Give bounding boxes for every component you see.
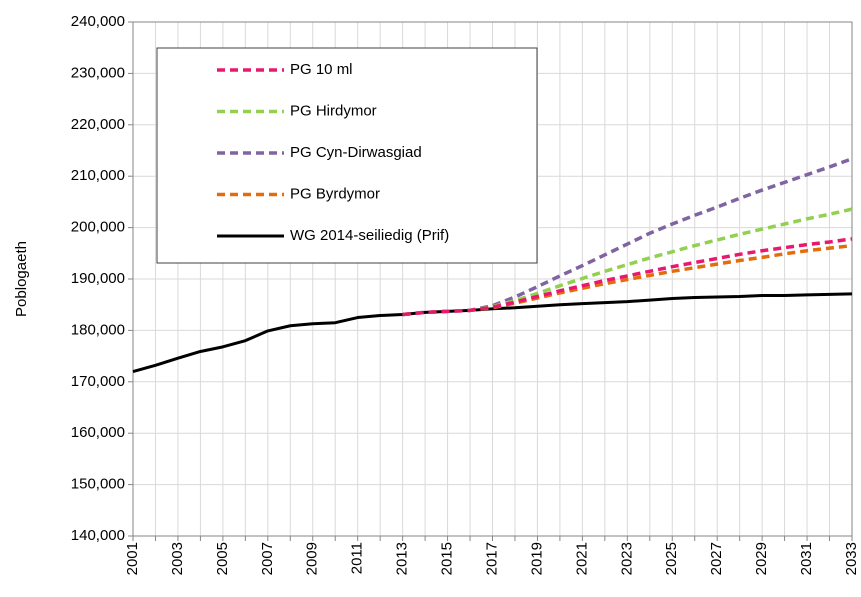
y-tick-label: 170,000 <box>71 373 125 390</box>
y-tick-label: 190,000 <box>71 270 125 287</box>
x-tick-label: 2031 <box>798 542 815 575</box>
x-tick-label: 2015 <box>439 542 456 575</box>
x-tick-label: 2005 <box>214 542 231 575</box>
y-axis-label: Poblogaeth <box>13 241 30 317</box>
x-tick-label: 2027 <box>708 542 725 575</box>
y-tick-label: 140,000 <box>71 527 125 544</box>
x-tick-label: 2025 <box>663 542 680 575</box>
legend-label: PG Byrdymor <box>290 185 380 202</box>
y-tick-label: 150,000 <box>71 476 125 493</box>
x-tick-label: 2003 <box>169 542 186 575</box>
legend-label: PG Cyn-Dirwasgiad <box>290 144 422 161</box>
legend-label: PG 10 ml <box>290 61 353 78</box>
line-series <box>402 237 853 317</box>
y-tick-label: 220,000 <box>71 116 125 133</box>
legend-label: PG Hirdymor <box>290 102 377 119</box>
y-tick-label: 200,000 <box>71 219 125 236</box>
y-tick-label: 230,000 <box>71 64 125 81</box>
x-tick-label: 2021 <box>573 542 590 575</box>
x-tick-label: 2009 <box>304 542 321 575</box>
x-tick-label: 2001 <box>124 542 141 575</box>
x-tick-label: 2029 <box>753 542 770 575</box>
line-series <box>402 157 853 317</box>
plot-border <box>132 21 853 537</box>
x-tick-label: 2011 <box>349 542 366 574</box>
y-tick-label: 210,000 <box>71 167 125 184</box>
x-tick-label: 2013 <box>394 542 411 575</box>
legend-label: WG 2014-seiliedig (Prif) <box>290 227 449 244</box>
legend-box <box>156 47 538 264</box>
x-tick-label: 2007 <box>259 542 276 575</box>
x-tick-label: 2017 <box>483 542 500 575</box>
line-series <box>402 243 853 317</box>
y-tick-label: 160,000 <box>71 424 125 441</box>
x-tick-label: 2023 <box>618 542 635 575</box>
x-tick-label: 2033 <box>843 542 860 575</box>
x-tick-label: 2019 <box>528 542 545 575</box>
y-tick-label: 240,000 <box>71 13 125 30</box>
y-tick-label: 180,000 <box>71 321 125 338</box>
line-series <box>132 292 853 373</box>
